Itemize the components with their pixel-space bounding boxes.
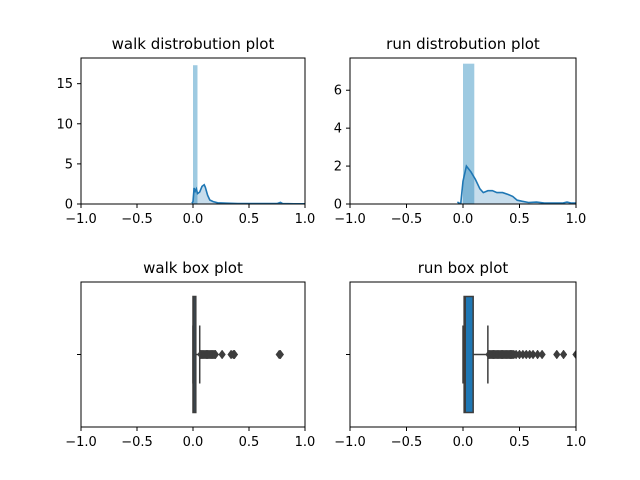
kde-area <box>457 166 576 204</box>
x-tick-label: 0.0 <box>183 435 204 450</box>
x-tick-label: 0.0 <box>453 435 474 450</box>
outlier-point <box>230 349 239 360</box>
outlier-point <box>572 349 576 360</box>
x-tick-label: 1.0 <box>566 212 587 227</box>
histogram-bar <box>463 63 475 204</box>
outlier-point <box>538 349 546 360</box>
plot-area <box>192 295 285 414</box>
outlier-point <box>553 349 561 360</box>
chart-title: walk box plot <box>143 259 243 277</box>
outlier-point <box>211 349 220 360</box>
x-tick-label: −0.5 <box>121 435 153 450</box>
x-tick-label: 0.5 <box>509 212 530 227</box>
x-tick-label: 0.5 <box>239 212 260 227</box>
x-tick-label: 0.0 <box>453 212 474 227</box>
x-tick-label: −1.0 <box>334 435 366 450</box>
y-tick-label: 15 <box>56 77 73 92</box>
y-tick-label: 10 <box>56 117 73 132</box>
outlier-point <box>218 349 226 360</box>
y-tick-label: 2 <box>334 160 342 175</box>
x-tick-label: 0.0 <box>183 212 204 227</box>
y-tick-label: 0 <box>334 198 342 213</box>
kde-line <box>457 164 576 204</box>
box <box>463 295 474 414</box>
chart-2: 0 2 4 6 −1.0 −0.5 0.0 0.5 1.0 run distrobution pl… <box>334 35 587 227</box>
x-tick-label: 0.5 <box>239 435 260 450</box>
x-tick-label: −0.5 <box>121 212 153 227</box>
y-tick-label: 6 <box>334 84 342 99</box>
kde-area <box>191 184 305 204</box>
chart-title: run box plot <box>418 259 509 277</box>
chart-title: run distrobution plot <box>386 35 540 53</box>
y-tick-label: 4 <box>334 122 342 137</box>
x-tick-label: −0.5 <box>391 435 423 450</box>
x-tick-label: 1.0 <box>295 435 316 450</box>
y-tick-label: 0 <box>65 198 73 213</box>
histogram-bar <box>193 65 198 204</box>
x-tick-label: 0.5 <box>509 435 530 450</box>
x-tick-label: −1.0 <box>65 212 97 227</box>
chart-3: −1.0 −0.5 0.0 0.5 1.0 walk box plot <box>65 259 315 450</box>
x-tick-label: −1.0 <box>65 435 97 450</box>
plot-area <box>462 295 576 414</box>
chart-4: −1.0 −0.5 0.0 0.5 1.0 run box plot <box>334 259 586 450</box>
kde-line <box>191 183 305 204</box>
x-tick-label: −0.5 <box>391 212 423 227</box>
chart-1: 0 5 10 15 −1.0 −0.5 0.0 0.5 1.0 walk distrobution… <box>56 35 315 227</box>
charts: 0 5 10 15 −1.0 −0.5 0.0 0.5 1.0 walk distrobution… <box>56 35 586 450</box>
outlier-point <box>276 349 285 360</box>
y-tick-label: 5 <box>65 157 73 172</box>
outlier-point <box>559 349 568 360</box>
x-tick-label: −1.0 <box>334 212 366 227</box>
x-tick-label: 1.0 <box>566 435 587 450</box>
plot-area <box>457 63 576 204</box>
x-tick-label: 1.0 <box>295 212 316 227</box>
chart-title: walk distrobution plot <box>112 35 275 53</box>
plot-area <box>191 65 305 204</box>
